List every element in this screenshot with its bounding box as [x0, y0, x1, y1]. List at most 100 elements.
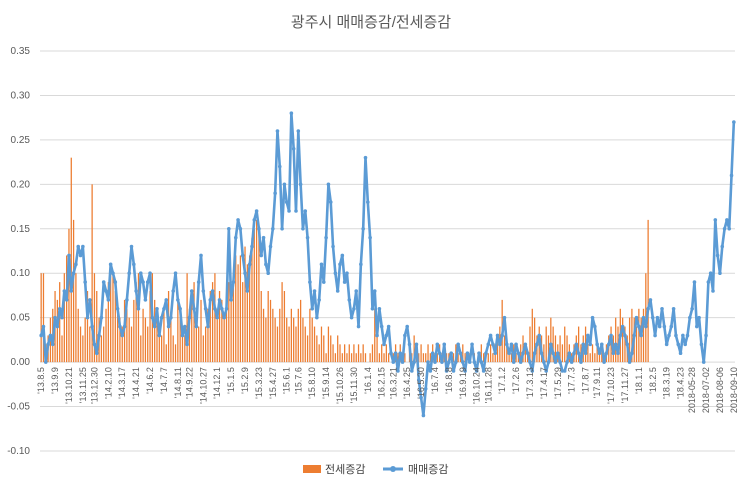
point-maemae — [326, 182, 331, 187]
point-maemae — [440, 360, 444, 364]
point-maemae — [312, 289, 317, 293]
point-maemae — [664, 342, 669, 347]
bar-jeonse — [154, 299, 156, 363]
point-maemae — [370, 306, 375, 311]
x-tick-label: '15.3.23 — [254, 367, 264, 399]
bar-jeonse — [635, 326, 638, 363]
point-maemae — [180, 333, 185, 338]
bar-jeonse — [360, 353, 362, 363]
bar-jeonse — [198, 326, 200, 363]
point-maemae — [148, 271, 152, 276]
point-maemae — [542, 360, 546, 364]
bar-jeonse — [374, 308, 376, 363]
bar-jeonse — [63, 273, 65, 363]
point-maemae — [681, 333, 685, 338]
bar-jeonse — [330, 335, 332, 363]
point-maemae — [549, 342, 553, 347]
point-maemae — [48, 333, 53, 338]
point-maemae — [546, 360, 551, 364]
bar-jeonse — [126, 308, 128, 363]
bar-jeonse — [128, 317, 130, 363]
point-maemae — [676, 342, 681, 347]
bar-jeonse — [566, 335, 568, 363]
bar-jeonse — [508, 353, 510, 363]
x-tick-label: '17.4.17 — [539, 367, 549, 399]
x-tick-label: '14.8.11 — [173, 367, 183, 398]
point-maemae — [514, 342, 518, 347]
x-tick-label: '16.2.15 — [377, 367, 387, 399]
point-maemae — [199, 253, 203, 258]
point-maemae — [257, 226, 261, 231]
bar-jeonse — [362, 344, 364, 363]
x-tick-label: '16.9.19 — [458, 367, 468, 399]
bar-jeonse — [281, 282, 283, 363]
bar-jeonse — [369, 353, 371, 363]
point-maemae — [595, 342, 599, 347]
bar-jeonse — [93, 273, 96, 363]
bar-jeonse — [130, 326, 133, 363]
bar-jeonse — [269, 299, 272, 363]
point-maemae — [597, 351, 602, 356]
point-maemae — [486, 342, 491, 347]
point-maemae — [442, 342, 447, 347]
point-maemae — [277, 164, 282, 169]
bar-jeonse — [295, 326, 297, 363]
bar-jeonse — [283, 291, 286, 363]
bar-jeonse — [144, 317, 147, 363]
x-tick-label: '15.8.10 — [307, 367, 317, 399]
x-tick-label: '14.6.2 — [145, 367, 155, 394]
bar-jeonse — [158, 326, 160, 363]
bar-jeonse — [311, 317, 313, 363]
point-maemae — [521, 351, 525, 356]
point-maemae — [657, 324, 662, 329]
point-maemae — [590, 315, 595, 320]
point-maemae — [213, 306, 217, 311]
bar-jeonse — [232, 273, 235, 363]
x-tick-label: '14.3.17 — [117, 367, 127, 399]
point-maemae — [215, 315, 220, 320]
point-maemae — [398, 351, 403, 356]
x-tick-label: 2018-07-02 — [701, 367, 711, 413]
point-maemae — [382, 342, 386, 347]
x-tick-label: '16.1.4 — [363, 367, 373, 394]
point-maemae — [359, 262, 363, 267]
point-maemae — [470, 342, 474, 347]
point-maemae — [298, 182, 303, 187]
bar-jeonse — [337, 335, 339, 363]
bar-jeonse — [188, 308, 191, 363]
bar-jeonse — [72, 219, 75, 363]
bar-jeonse — [624, 326, 626, 363]
point-maemae — [606, 342, 611, 347]
point-maemae — [692, 280, 697, 284]
x-tick-label: '17.2.6 — [511, 367, 521, 394]
point-maemae — [722, 226, 727, 231]
point-maemae — [301, 226, 305, 231]
bar-jeonse — [56, 299, 59, 363]
point-maemae — [623, 333, 627, 338]
bar-jeonse — [547, 335, 550, 363]
point-maemae — [474, 369, 479, 373]
point-maemae — [379, 324, 384, 329]
point-maemae — [185, 342, 189, 347]
point-maemae — [356, 324, 361, 329]
point-maemae — [62, 289, 67, 293]
bar-jeonse — [286, 317, 288, 363]
x-tick-label: '14.12.1 — [212, 367, 222, 399]
point-maemae — [294, 209, 298, 213]
point-maemae — [81, 244, 85, 249]
bar-jeonse — [174, 344, 177, 363]
point-maemae — [291, 146, 296, 151]
bar-jeonse — [647, 219, 649, 363]
bar-jeonse — [149, 291, 151, 363]
point-maemae — [495, 333, 500, 338]
bar-jeonse — [202, 335, 204, 363]
bar-jeonse — [276, 326, 279, 363]
bar-jeonse — [177, 299, 179, 363]
point-maemae — [150, 315, 155, 320]
point-maemae — [391, 360, 396, 364]
point-maemae — [106, 298, 111, 302]
point-maemae — [405, 324, 409, 329]
bar-jeonse — [251, 237, 253, 363]
point-maemae — [648, 298, 653, 302]
point-maemae — [349, 315, 354, 320]
